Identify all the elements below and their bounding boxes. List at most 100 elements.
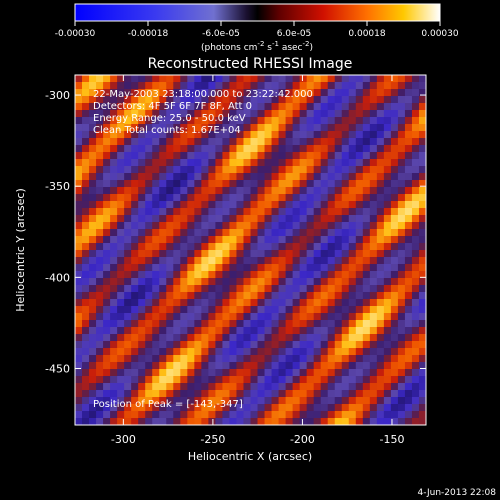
heatmap-cell bbox=[75, 383, 83, 391]
heatmap-cell bbox=[271, 243, 280, 251]
heatmap-cell bbox=[341, 208, 350, 216]
heatmap-cell bbox=[292, 299, 301, 307]
heatmap-cell bbox=[110, 355, 118, 363]
heatmap-cell bbox=[271, 334, 280, 342]
heatmap-cell bbox=[103, 215, 111, 223]
heatmap-cell bbox=[159, 390, 167, 398]
heatmap-cell bbox=[236, 173, 245, 181]
heatmap-cell bbox=[222, 194, 231, 202]
heatmap-cell bbox=[138, 124, 146, 132]
heatmap-cell bbox=[208, 285, 216, 293]
heatmap-cell bbox=[124, 306, 132, 314]
heatmap-cell bbox=[75, 222, 83, 230]
heatmap-cell bbox=[250, 208, 259, 216]
heatmap-cell bbox=[383, 131, 392, 139]
heatmap-cell bbox=[229, 243, 238, 251]
heatmap-cell bbox=[320, 166, 329, 174]
heatmap-cell bbox=[271, 208, 280, 216]
heatmap-cell bbox=[334, 327, 343, 335]
heatmap-cell bbox=[75, 292, 83, 300]
heatmap-cell bbox=[180, 376, 188, 384]
heatmap-cell bbox=[257, 96, 266, 104]
heatmap-cell bbox=[159, 138, 167, 146]
heatmap-cell bbox=[271, 285, 280, 293]
heatmap-cell bbox=[348, 390, 357, 398]
heatmap-cell bbox=[313, 229, 322, 237]
heatmap-cell bbox=[362, 194, 371, 202]
heatmap-cell bbox=[306, 411, 315, 419]
heatmap-cell bbox=[285, 418, 294, 425]
heatmap-cell bbox=[334, 243, 343, 251]
heatmap-cell bbox=[222, 320, 231, 328]
heatmap-cell bbox=[117, 418, 125, 425]
heatmap-cell bbox=[369, 159, 378, 167]
heatmap-cell bbox=[229, 201, 238, 209]
heatmap-cell bbox=[376, 285, 385, 293]
heatmap-cell bbox=[418, 313, 426, 321]
heatmap-cell bbox=[306, 327, 315, 335]
heatmap-cell bbox=[299, 194, 308, 202]
heatmap-cell bbox=[299, 117, 308, 125]
heatmap-cell bbox=[390, 271, 399, 279]
heatmap-cell bbox=[397, 306, 406, 314]
heatmap-cell bbox=[320, 278, 329, 286]
heatmap-cell bbox=[82, 320, 90, 328]
heatmap-cell bbox=[264, 159, 273, 167]
heatmap-cell bbox=[82, 96, 90, 104]
heatmap-cell bbox=[264, 313, 273, 321]
heatmap-cell bbox=[96, 82, 104, 90]
heatmap-cell bbox=[292, 159, 301, 167]
heatmap-cell bbox=[313, 404, 322, 412]
heatmap-cell bbox=[229, 222, 238, 230]
heatmap-cell bbox=[362, 397, 371, 405]
heatmap-cell bbox=[194, 208, 202, 216]
heatmap-cell bbox=[215, 131, 224, 139]
heatmap-cell bbox=[334, 159, 343, 167]
heatmap-cell bbox=[383, 201, 392, 209]
heatmap-cell bbox=[208, 404, 216, 412]
heatmap-cell bbox=[166, 187, 174, 195]
heatmap-cell bbox=[159, 215, 167, 223]
heatmap-cell bbox=[264, 89, 273, 97]
heatmap-cell bbox=[271, 180, 280, 188]
heatmap-cell bbox=[96, 166, 104, 174]
heatmap-cell bbox=[215, 334, 224, 342]
heatmap-cell bbox=[404, 327, 413, 335]
heatmap-cell bbox=[376, 117, 385, 125]
heatmap-cell bbox=[166, 229, 174, 237]
heatmap-cell bbox=[75, 369, 83, 377]
heatmap-cell bbox=[243, 320, 252, 328]
heatmap-cell bbox=[306, 362, 315, 370]
heatmap-cell bbox=[264, 383, 273, 391]
heatmap-cell bbox=[145, 243, 153, 251]
heatmap-cell bbox=[75, 355, 83, 363]
heatmap-cell bbox=[313, 278, 322, 286]
heatmap-cell bbox=[250, 306, 259, 314]
heatmap-cell bbox=[369, 222, 378, 230]
heatmap-cell bbox=[327, 201, 336, 209]
heatmap-cell bbox=[320, 411, 329, 419]
heatmap-cell bbox=[383, 264, 392, 272]
heatmap-cell bbox=[299, 341, 308, 349]
heatmap-cell bbox=[341, 96, 350, 104]
heatmap-cell bbox=[152, 411, 160, 419]
heatmap-cell bbox=[278, 117, 287, 125]
heatmap-cell bbox=[390, 369, 399, 377]
heatmap-cell bbox=[418, 110, 426, 118]
heatmap-cell bbox=[124, 355, 132, 363]
heatmap-cell bbox=[75, 299, 83, 307]
heatmap-cell bbox=[257, 103, 266, 111]
heatmap-cell bbox=[355, 103, 364, 111]
heatmap-cell bbox=[264, 390, 273, 398]
heatmap-cell bbox=[404, 299, 413, 307]
heatmap-cell bbox=[362, 320, 371, 328]
heatmap-cell bbox=[306, 166, 315, 174]
heatmap-cell bbox=[152, 215, 160, 223]
heatmap-cell bbox=[369, 299, 378, 307]
heatmap-cell bbox=[397, 257, 406, 265]
heatmap-cell bbox=[390, 215, 399, 223]
heatmap-cell bbox=[334, 96, 343, 104]
heatmap-cell bbox=[110, 320, 118, 328]
heatmap-cell bbox=[194, 82, 202, 90]
